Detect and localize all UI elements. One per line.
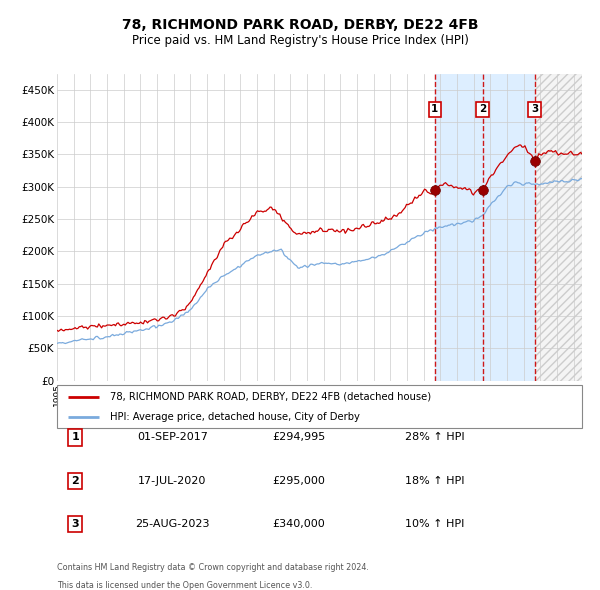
Text: Price paid vs. HM Land Registry's House Price Index (HPI): Price paid vs. HM Land Registry's House … <box>131 34 469 47</box>
Text: 28% ↑ HPI: 28% ↑ HPI <box>405 432 465 442</box>
Bar <box>535 74 582 381</box>
Text: 3: 3 <box>71 519 79 529</box>
Text: £340,000: £340,000 <box>272 519 325 529</box>
Text: Contains HM Land Registry data © Crown copyright and database right 2024.: Contains HM Land Registry data © Crown c… <box>57 563 369 572</box>
Text: 78, RICHMOND PARK ROAD, DERBY, DE22 4FB: 78, RICHMOND PARK ROAD, DERBY, DE22 4FB <box>122 18 478 32</box>
Text: £294,995: £294,995 <box>272 432 325 442</box>
Text: HPI: Average price, detached house, City of Derby: HPI: Average price, detached house, City… <box>110 412 359 421</box>
Text: 78, RICHMOND PARK ROAD, DERBY, DE22 4FB (detached house): 78, RICHMOND PARK ROAD, DERBY, DE22 4FB … <box>110 392 431 402</box>
Text: 1: 1 <box>431 104 439 114</box>
Text: 17-JUL-2020: 17-JUL-2020 <box>139 476 206 486</box>
Text: 25-AUG-2023: 25-AUG-2023 <box>135 519 210 529</box>
Text: 10% ↑ HPI: 10% ↑ HPI <box>406 519 464 529</box>
Text: 1: 1 <box>71 432 79 442</box>
Bar <box>435 74 535 381</box>
Text: 01-SEP-2017: 01-SEP-2017 <box>137 432 208 442</box>
Text: 2: 2 <box>71 476 79 486</box>
Bar <box>535 74 582 381</box>
Text: 2: 2 <box>479 104 486 114</box>
FancyBboxPatch shape <box>57 385 582 428</box>
Text: 3: 3 <box>531 104 538 114</box>
Text: 18% ↑ HPI: 18% ↑ HPI <box>405 476 465 486</box>
Text: This data is licensed under the Open Government Licence v3.0.: This data is licensed under the Open Gov… <box>57 581 313 590</box>
Text: £295,000: £295,000 <box>272 476 325 486</box>
